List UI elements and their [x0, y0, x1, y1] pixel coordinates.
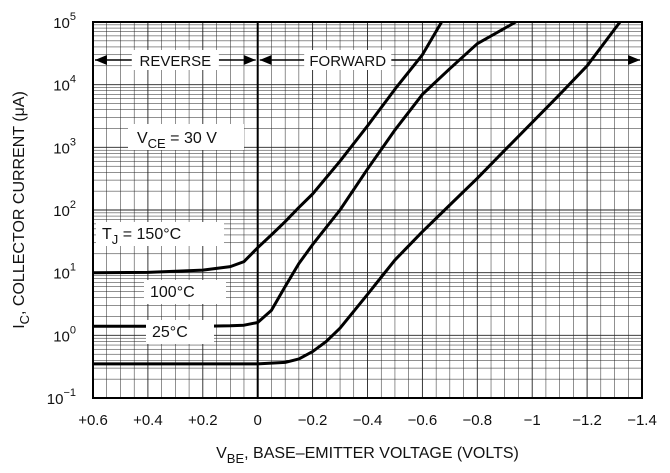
vce-annotation-main: V — [137, 130, 148, 147]
region-reverse-label-bg — [131, 50, 219, 70]
y-tick-label: 103 — [53, 136, 76, 157]
y-tick-label: 100 — [53, 324, 76, 345]
x-tick-label: −0.4 — [353, 412, 383, 429]
region-layer: REVERSE FORWARD — [95, 50, 640, 70]
y-axis-label: IC, COLLECTOR CURRENT (μA) — [11, 91, 32, 329]
series-label-0-main: T — [102, 226, 112, 243]
series-layer — [92, 20, 622, 366]
y-tick-exponent: −1 — [63, 387, 76, 399]
y-tick-label: 105 — [53, 11, 76, 32]
x-axis-label: VBE, BASE–EMITTER VOLTAGE (VOLTS) — [216, 445, 519, 466]
y-tick-label: 104 — [53, 74, 76, 95]
y-tick-base: 10 — [53, 203, 70, 220]
series-label-2-rest: 25°C — [152, 324, 188, 341]
x-tick-label: −1.4 — [627, 412, 657, 429]
y-tick-exponent: 4 — [70, 74, 76, 86]
series-label-0-rest: = 150°C — [118, 226, 181, 243]
plot-frame — [92, 21, 643, 399]
x-tick-label: +0.2 — [188, 412, 218, 429]
x-tick-label: −0.8 — [462, 412, 492, 429]
y-tick-base: 10 — [47, 391, 64, 408]
vce-annotation: VCE = 30 V — [137, 130, 217, 151]
region-forward-label: FORWARD — [309, 53, 386, 70]
series-label-2: 25°C — [152, 324, 188, 341]
series-label-1-rest: 100°C — [150, 284, 195, 301]
series-label-0: TJ = 150°C — [102, 226, 181, 247]
axis-layer: +0.6 +0.4 +0.2 0 −0.2 −0.4 −0.6 −0.8 −1 −1.2 −1.4 1… — [11, 11, 657, 466]
y-tick-exponent: 0 — [70, 324, 76, 336]
region-forward-arrow-left-icon — [259, 55, 272, 65]
region-forward-label-bg — [304, 50, 392, 70]
region-reverse-label: REVERSE — [139, 53, 211, 70]
series-label-bg-1 — [144, 280, 226, 304]
y-tick-exponent: 5 — [70, 11, 76, 23]
y-axis-label-sub: C — [17, 315, 32, 324]
series-label-bg-2 — [146, 320, 214, 344]
x-tick-label: +0.6 — [78, 412, 108, 429]
series-line-2 — [93, 21, 622, 366]
x-tick-label: 0 — [254, 412, 262, 429]
y-tick-base: 10 — [53, 15, 70, 32]
y-axis-label-main: I — [11, 324, 28, 328]
y-tick-label: 101 — [53, 262, 76, 283]
y-tick-exponent: 2 — [70, 199, 76, 211]
x-axis-label-main: V — [216, 445, 227, 462]
series-line-0 — [92, 21, 443, 275]
y-tick-base: 10 — [53, 266, 70, 283]
vce-annotation-sub: CE — [148, 136, 166, 151]
region-reverse-arrow-left-icon — [95, 55, 107, 65]
series-label-1: 100°C — [150, 284, 195, 301]
label-layer: VCE = 30 V TJ = 150°C 100°C 25°C — [96, 124, 244, 344]
series-line-1 — [93, 20, 517, 328]
y-tick-label: 102 — [53, 199, 76, 220]
region-reverse-arrow-right-icon — [243, 55, 256, 65]
vce-annotation-rest: = 30 V — [166, 130, 217, 147]
grid-layer — [93, 22, 642, 398]
x-tick-label: −0.6 — [408, 412, 438, 429]
x-axis-label-rest: , BASE–EMITTER VOLTAGE (VOLTS) — [244, 445, 519, 462]
x-tick-label: −1 — [524, 412, 541, 429]
x-tick-label: +0.4 — [133, 412, 163, 429]
y-tick-exponent: 3 — [70, 136, 76, 148]
x-axis-label-sub: BE — [227, 451, 245, 466]
y-tick-base: 10 — [53, 78, 70, 95]
y-tick-exponent: 1 — [70, 262, 76, 274]
series-label-0-sub: J — [112, 232, 119, 247]
region-forward-arrow-right-icon — [628, 55, 640, 65]
y-axis-label-rest: , COLLECTOR CURRENT (μA) — [11, 91, 28, 315]
x-tick-label: −1.2 — [572, 412, 602, 429]
y-tick-base: 10 — [53, 328, 70, 345]
x-tick-label: −0.2 — [298, 412, 328, 429]
series-label-bg-0 — [96, 222, 224, 246]
y-tick-label: 10−1 — [47, 387, 76, 408]
vce-label-bg — [128, 124, 244, 150]
y-tick-base: 10 — [53, 140, 70, 157]
